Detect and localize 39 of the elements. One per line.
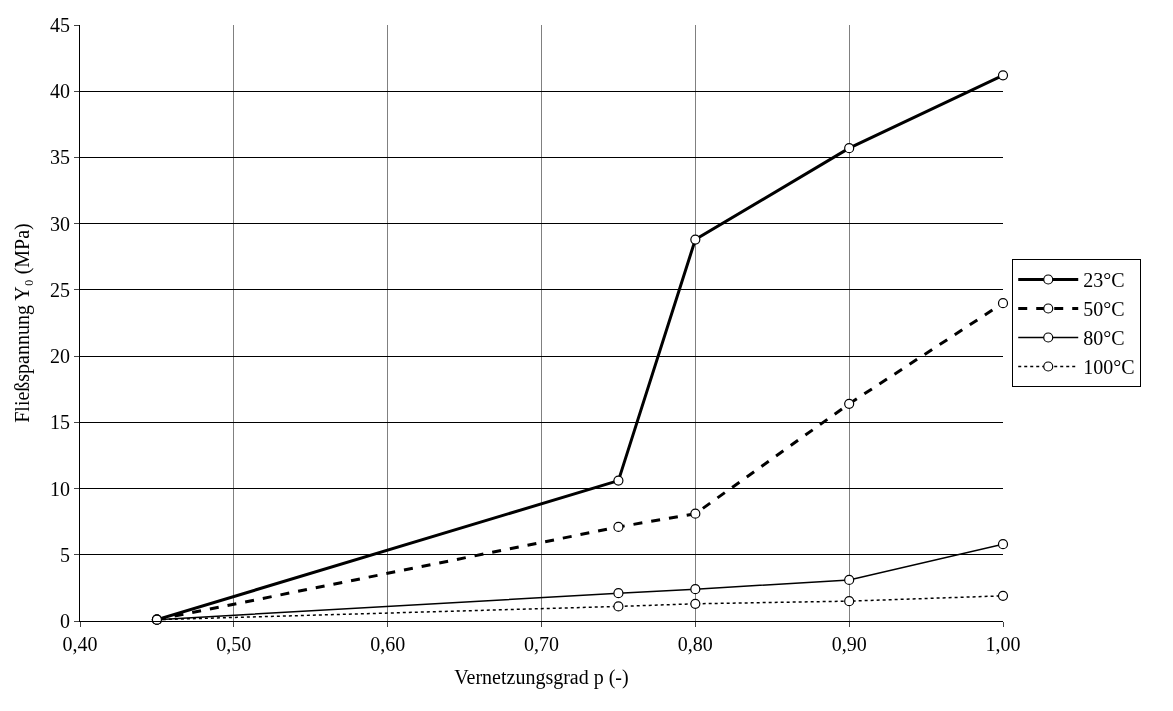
- x-axis-title: Vernetzungsgrad p (-): [454, 665, 629, 689]
- point: [997, 539, 1009, 550]
- point: [690, 598, 701, 609]
- point: [613, 521, 624, 533]
- y-tick-label: 10: [50, 477, 70, 500]
- y-tick-label: 0: [60, 610, 70, 632]
- legend-label: 100°C: [1083, 356, 1135, 379]
- x-tick-label: 0,80: [677, 633, 713, 655]
- y-tick-label: 40: [50, 80, 70, 103]
- legend-label: 23°C: [1083, 269, 1125, 292]
- y-tick-label: 25: [50, 278, 70, 301]
- y-tick-label: 30: [50, 212, 70, 235]
- point: [844, 398, 855, 409]
- x-tick-label: 0,50: [216, 633, 252, 655]
- point: [690, 234, 701, 245]
- point: [613, 588, 624, 599]
- point: [844, 574, 855, 586]
- y-tick-label: 5: [60, 543, 70, 566]
- y-axis-title: Fließspannung Y₀ (MPa): [10, 223, 34, 423]
- legend-label: 80°C: [1083, 327, 1125, 350]
- y-tick-label: 45: [50, 14, 70, 36]
- legend-label: 50°C: [1083, 298, 1125, 321]
- x-tick-label: 1,00: [985, 633, 1021, 655]
- point: [690, 584, 701, 595]
- point: [613, 475, 624, 486]
- point: [997, 590, 1009, 601]
- point: [997, 70, 1009, 81]
- x-tick-label: 0,60: [370, 633, 406, 655]
- point: [844, 143, 855, 154]
- point: [844, 596, 855, 607]
- y-tick-label: 15: [50, 411, 70, 434]
- point: [613, 601, 624, 612]
- point: [997, 298, 1009, 309]
- point: [690, 508, 701, 519]
- y-tick-label: 20: [50, 345, 70, 368]
- x-tick-label: 0,90: [831, 633, 867, 655]
- x-tick-label: 0,40: [62, 633, 98, 655]
- x-tick-label: 0,70: [524, 633, 559, 655]
- y-tick-label: 35: [50, 146, 70, 169]
